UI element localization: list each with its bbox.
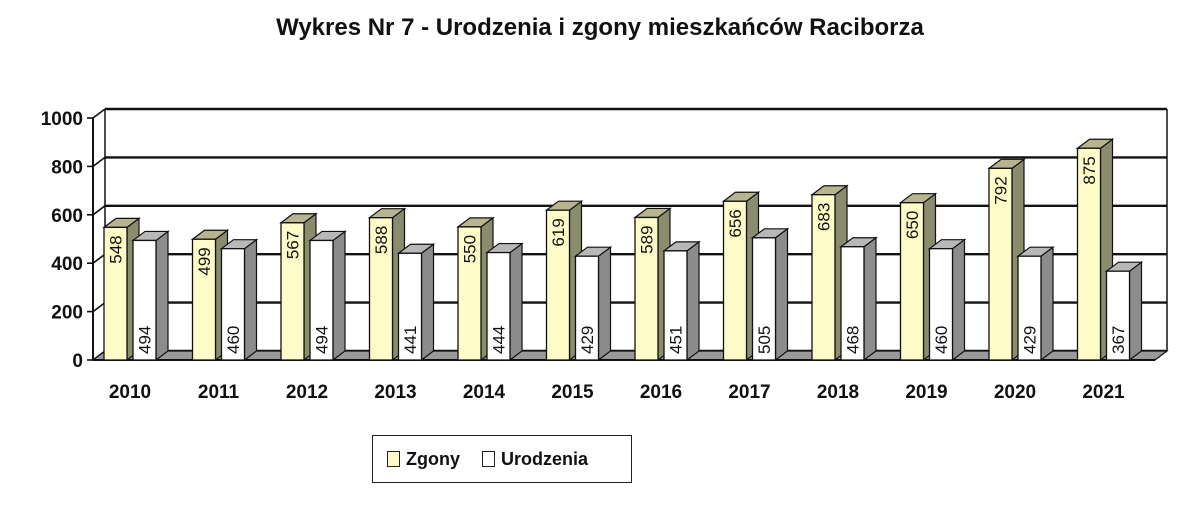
- bar-urodzenia-2012: [309, 239, 334, 361]
- bar-side-urodzenia-2011: [243, 238, 258, 362]
- bar-side-urodzenia-2013: [420, 243, 435, 362]
- legend: Zgony Urodzenia: [372, 435, 632, 483]
- bar-urodzenia-2015: [574, 255, 600, 361]
- ytick-label-1000: 1000: [41, 109, 83, 130]
- ytick-label-800: 800: [51, 157, 83, 178]
- legend-item-urodzenia: Urodzenia: [482, 449, 588, 470]
- bar-zgony-2018: [811, 194, 836, 361]
- xtick-label-2013: 2013: [374, 382, 416, 403]
- data-label-zgony-2016: 589: [638, 225, 657, 253]
- data-label-urodzenia-2016: 451: [667, 326, 686, 354]
- data-label-urodzenia-2017: 505: [755, 326, 774, 354]
- data-label-urodzenia-2014: 444: [490, 326, 509, 354]
- data-label-urodzenia-2015: 429: [578, 326, 597, 354]
- bar-zgony-2014: [457, 226, 482, 361]
- bar-zgony-2010: [103, 226, 128, 361]
- xtick-label-2021: 2021: [1082, 382, 1125, 403]
- xtick-label-2020: 2020: [994, 382, 1036, 403]
- data-label-zgony-2011: 499: [195, 247, 214, 275]
- bar-zgony-2011: [191, 238, 217, 361]
- data-label-zgony-2019: 650: [903, 211, 922, 239]
- bar-urodzenia-2011: [220, 248, 246, 361]
- chart-title: Wykres Nr 7 - Urodzenia i zgony mieszkań…: [276, 14, 924, 41]
- bar-side-urodzenia-2021: [1128, 260, 1143, 362]
- bar-side-urodzenia-2012: [332, 230, 346, 362]
- bar-side-urodzenia-2014: [509, 242, 523, 362]
- bar-zgony-2013: [368, 217, 394, 361]
- bar-zgony-2017: [722, 200, 748, 361]
- bar-zgony-2019: [899, 202, 925, 361]
- gridline-depth-600: [92, 205, 106, 216]
- xtick-label-2015: 2015: [551, 382, 594, 403]
- data-label-urodzenia-2013: 441: [401, 326, 420, 354]
- ytick-label-0: 0: [72, 351, 83, 372]
- bar-zgony-2021: [1076, 147, 1102, 361]
- bar-side-urodzenia-2015: [597, 245, 612, 362]
- bar-urodzenia-2013: [397, 252, 423, 361]
- bar-zgony-2020: [988, 167, 1013, 361]
- bar-urodzenia-2020: [1017, 255, 1042, 361]
- xtick-label-2014: 2014: [463, 382, 506, 403]
- bar-zgony-2012: [280, 222, 305, 361]
- bar-side-urodzenia-2010: [155, 230, 169, 362]
- data-label-zgony-2012: 567: [284, 231, 303, 259]
- data-label-zgony-2013: 588: [372, 226, 391, 254]
- legend-item-zgony: Zgony: [387, 449, 460, 470]
- bar-zgony-2016: [634, 216, 659, 361]
- bar-side-urodzenia-2016: [686, 240, 700, 362]
- bar-side-urodzenia-2018: [863, 236, 877, 362]
- bar-urodzenia-2014: [486, 251, 511, 361]
- xtick-label-2018: 2018: [817, 382, 859, 403]
- data-label-zgony-2010: 548: [107, 235, 126, 263]
- data-label-urodzenia-2012: 494: [313, 326, 332, 354]
- ytick-label-200: 200: [51, 303, 83, 324]
- bar-urodzenia-2017: [751, 237, 777, 361]
- legend-label-zgony: Zgony: [406, 448, 460, 469]
- gridline-depth-400: [92, 253, 106, 264]
- data-label-urodzenia-2010: 494: [136, 326, 155, 354]
- bar-zgony-2015: [545, 209, 571, 361]
- bar-urodzenia-2018: [840, 246, 865, 361]
- xtick-label-2019: 2019: [905, 382, 947, 403]
- data-label-urodzenia-2011: 460: [224, 326, 243, 354]
- bar-urodzenia-2019: [928, 248, 954, 361]
- gridline-depth-200: [92, 301, 106, 313]
- data-label-urodzenia-2019: 460: [932, 326, 951, 354]
- data-label-urodzenia-2020: 429: [1021, 326, 1040, 354]
- bar-side-urodzenia-2019: [951, 238, 966, 362]
- data-label-urodzenia-2021: 367: [1109, 326, 1128, 354]
- xtick-label-2011: 2011: [198, 382, 240, 403]
- gridline-depth-800: [92, 156, 106, 168]
- data-label-zgony-2018: 683: [815, 203, 834, 231]
- bar-side-urodzenia-2020: [1040, 245, 1054, 362]
- data-label-zgony-2021: 875: [1080, 156, 1099, 184]
- xtick-label-2012: 2012: [286, 382, 328, 403]
- legend-swatch-zgony: [387, 451, 400, 467]
- legend-label-urodzenia: Urodzenia: [501, 448, 589, 469]
- gridline-depth-1000: [92, 108, 106, 119]
- xtick-label-2010: 2010: [109, 382, 151, 403]
- xtick-label-2016: 2016: [640, 382, 682, 403]
- ytick-label-400: 400: [51, 254, 83, 275]
- data-label-zgony-2020: 792: [992, 176, 1011, 204]
- bar-side-urodzenia-2017: [774, 227, 789, 362]
- bar-urodzenia-2021: [1105, 270, 1131, 361]
- legend-swatch-urodzenia: [482, 451, 495, 467]
- data-label-zgony-2014: 550: [461, 235, 480, 263]
- bar-urodzenia-2010: [132, 239, 157, 361]
- bar-urodzenia-2016: [663, 250, 688, 361]
- ytick-label-600: 600: [51, 206, 83, 227]
- data-label-urodzenia-2018: 468: [844, 326, 863, 354]
- data-label-zgony-2015: 619: [549, 218, 568, 246]
- data-label-zgony-2017: 656: [726, 209, 745, 237]
- xtick-label-2017: 2017: [728, 382, 770, 403]
